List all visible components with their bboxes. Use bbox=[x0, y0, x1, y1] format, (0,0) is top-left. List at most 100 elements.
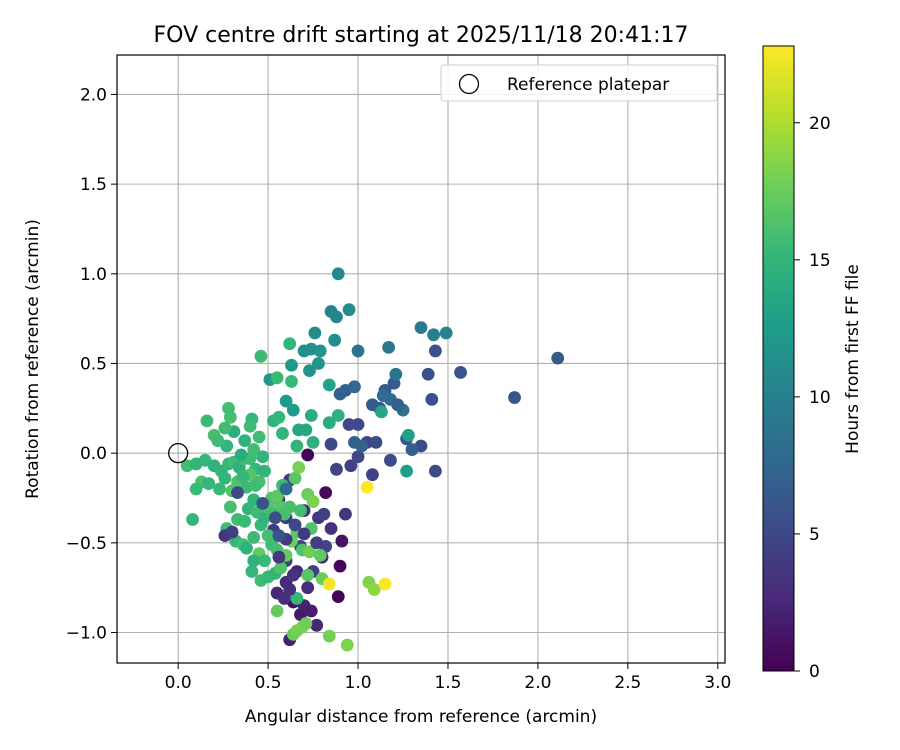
x-tick-label: 3.0 bbox=[704, 673, 731, 693]
scatter-point bbox=[400, 464, 414, 478]
x-tick-label: 2.5 bbox=[614, 673, 641, 693]
scatter-point bbox=[189, 482, 203, 496]
scatter-point bbox=[303, 364, 316, 378]
y-tick-label: −0.5 bbox=[66, 534, 107, 554]
chart-title: FOV centre drift starting at 2025/11/18 … bbox=[154, 23, 689, 48]
scatter-point bbox=[324, 437, 338, 451]
scatter-point bbox=[288, 518, 302, 532]
scatter-point bbox=[340, 638, 354, 652]
scatter-point bbox=[223, 410, 237, 424]
scatter-point bbox=[310, 536, 324, 550]
scatter-point bbox=[328, 333, 342, 347]
scatter-point bbox=[366, 468, 379, 482]
scatter-point bbox=[186, 513, 199, 526]
scatter-point bbox=[297, 527, 311, 541]
scatter-point bbox=[286, 568, 300, 582]
scatter-point bbox=[378, 577, 392, 591]
y-tick-label: −1.0 bbox=[66, 624, 107, 644]
colorbar-tick-label: 10 bbox=[809, 388, 831, 408]
scatter-point bbox=[335, 534, 349, 548]
scatter-point bbox=[317, 507, 331, 521]
scatter-point bbox=[425, 392, 439, 406]
scatter-point bbox=[303, 545, 316, 559]
x-axis-label: Angular distance from reference (arcmin) bbox=[245, 707, 597, 727]
scatter-point bbox=[342, 418, 356, 431]
scatter-point bbox=[268, 511, 282, 525]
scatter-point bbox=[389, 367, 403, 381]
scatter-point bbox=[375, 405, 388, 419]
scatter-point bbox=[294, 504, 307, 517]
colorbar-label: Hours from first FF file bbox=[843, 264, 863, 454]
axis-ticks: 0.0 0.5 1.0 1.5 2.0 2.5 3.0 −1.0 −0.5 0.0 0.5 1.0 1.… bbox=[66, 85, 732, 693]
scatter-point bbox=[304, 604, 318, 618]
scatter-point bbox=[258, 464, 271, 478]
scatter-point bbox=[283, 500, 297, 514]
scatter-point bbox=[384, 453, 397, 467]
scatter-point bbox=[330, 310, 343, 324]
scatter-point bbox=[225, 525, 239, 539]
colorbar-tick-label: 0 bbox=[809, 662, 820, 682]
scatter-point bbox=[331, 267, 345, 281]
scatter-point bbox=[283, 583, 297, 596]
scatter-point bbox=[299, 423, 313, 437]
scatter-point bbox=[254, 349, 268, 363]
scatter-point bbox=[240, 541, 253, 555]
scatter-point bbox=[234, 448, 248, 462]
x-tick-label: 1.0 bbox=[345, 673, 372, 693]
scatter-point bbox=[270, 489, 284, 503]
scatter-point bbox=[355, 439, 369, 453]
scatter-points bbox=[180, 267, 565, 652]
scatter-point bbox=[236, 470, 250, 483]
scatter-point bbox=[427, 328, 440, 342]
scatter-point bbox=[322, 378, 336, 392]
legend-marker-icon bbox=[458, 73, 480, 95]
scatter-point bbox=[211, 434, 225, 448]
y-axis-label: Rotation from reference (arcmin) bbox=[23, 219, 43, 499]
scatter-point bbox=[279, 394, 293, 408]
scatter-point bbox=[428, 464, 442, 478]
scatter-point bbox=[405, 443, 419, 456]
scatter-point bbox=[421, 367, 435, 381]
scatter-point bbox=[454, 366, 467, 379]
scatter-point bbox=[301, 581, 315, 595]
y-tick-label: 1.0 bbox=[80, 265, 107, 285]
scatter-point bbox=[402, 428, 415, 442]
scatter-point bbox=[414, 321, 428, 335]
x-tick-label: 0.0 bbox=[165, 673, 192, 693]
scatter-point bbox=[249, 479, 262, 492]
scatter-point bbox=[290, 439, 304, 453]
scatter-point bbox=[306, 435, 320, 449]
plot-frame bbox=[116, 54, 726, 664]
y-tick-label: 0.0 bbox=[80, 444, 107, 464]
scatter-point bbox=[351, 344, 365, 358]
scatter-point bbox=[322, 577, 336, 591]
colorbar-tick-label: 15 bbox=[809, 251, 831, 271]
colorbar bbox=[763, 46, 794, 671]
scatter-point bbox=[283, 337, 297, 351]
scatter-point bbox=[256, 450, 270, 464]
scatter-point bbox=[247, 554, 261, 568]
grid bbox=[117, 55, 725, 663]
legend-box bbox=[440, 64, 718, 102]
scatter-point bbox=[202, 477, 216, 491]
scatter-point bbox=[270, 604, 284, 618]
scatter-point bbox=[367, 583, 381, 596]
scatter-point bbox=[391, 398, 405, 412]
scatter-point bbox=[308, 326, 322, 340]
scatter-point bbox=[313, 548, 327, 562]
scatter-point bbox=[304, 409, 318, 422]
scatter-point bbox=[258, 554, 271, 568]
scatter-point bbox=[279, 482, 293, 496]
scatter-point bbox=[285, 375, 298, 388]
y-tick-label: 1.5 bbox=[80, 175, 107, 195]
scatter-point bbox=[319, 486, 333, 500]
colorbar-frame bbox=[762, 45, 795, 672]
scatter-point bbox=[285, 358, 298, 372]
scatter-point bbox=[366, 398, 379, 412]
scatter-point bbox=[351, 450, 365, 464]
scatter-point bbox=[351, 418, 365, 431]
scatter-point bbox=[428, 344, 442, 358]
scatter-point bbox=[299, 617, 313, 630]
scatter-point bbox=[256, 496, 270, 510]
